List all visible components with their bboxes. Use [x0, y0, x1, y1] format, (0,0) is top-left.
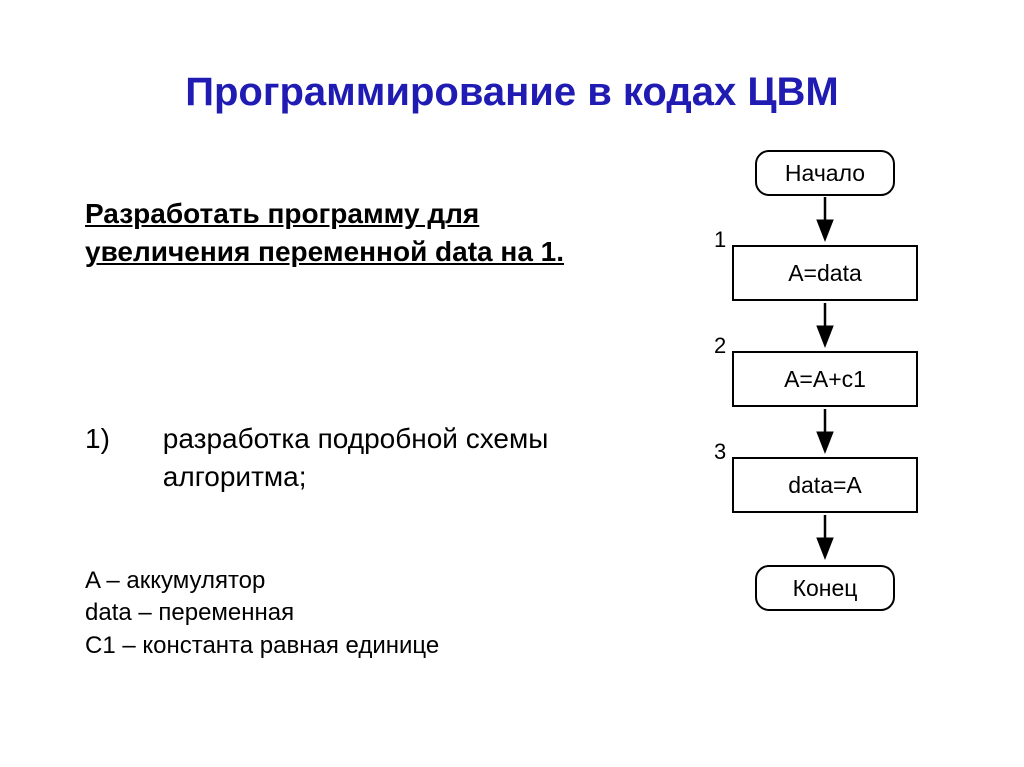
- flow-node-1: A=data: [732, 245, 918, 301]
- title-text: Программирование в кодах ЦВМ: [185, 70, 839, 114]
- flow-node-3-num: 3: [714, 439, 726, 465]
- flow-node-2: A=A+c1: [732, 351, 918, 407]
- flow-node-3: data=A: [732, 457, 918, 513]
- flow-node-3-label: data=A: [788, 472, 862, 499]
- flow-node-2-label: A=A+c1: [784, 366, 866, 393]
- flow-node-start: Начало: [755, 150, 895, 196]
- page-title: Программирование в кодах ЦВМ: [0, 70, 1024, 115]
- task-statement: Разработать программу для увеличения пер…: [85, 195, 565, 271]
- legend: A – аккумулятор data – переменная C1 – к…: [85, 565, 585, 662]
- flow-node-1-num: 1: [714, 227, 726, 253]
- step-item: 1) разработка подробной схемы алгоритма;: [85, 420, 605, 496]
- step-number: 1): [85, 420, 135, 458]
- flow-node-end: Конец: [755, 565, 895, 611]
- flow-node-1-label: A=data: [788, 260, 862, 287]
- flow-node-start-label: Начало: [785, 160, 865, 187]
- flow-node-end-label: Конец: [793, 575, 858, 602]
- flowchart: Начало 1 A=data 2 A=A+c1 3 data=A Конец: [680, 145, 970, 715]
- legend-line-data: data – переменная: [85, 597, 585, 629]
- step-text: разработка подробной схемы алгоритма;: [163, 420, 603, 496]
- legend-line-a: A – аккумулятор: [85, 565, 585, 597]
- legend-line-c1: C1 – константа равная единице: [85, 630, 585, 662]
- task-text: Разработать программу для увеличения пер…: [85, 198, 564, 267]
- flow-node-2-num: 2: [714, 333, 726, 359]
